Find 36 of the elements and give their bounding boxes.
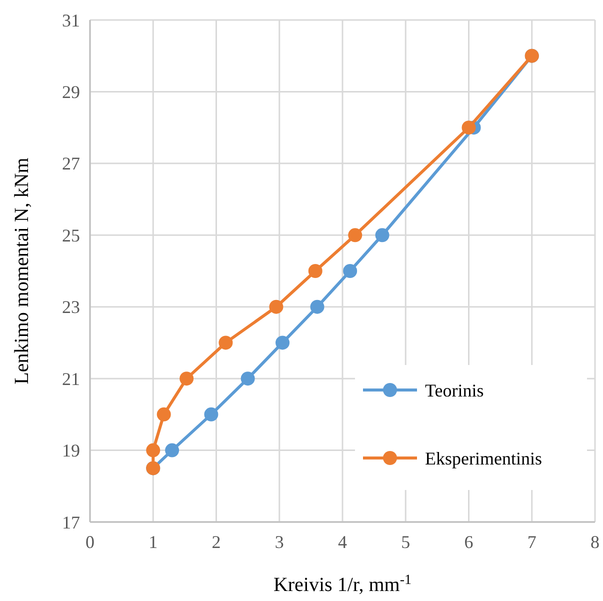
point	[240, 372, 255, 386]
point	[462, 120, 476, 135]
y-tick-label: 21	[62, 368, 80, 389]
x-tick-label: 5	[401, 532, 410, 552]
x-tick-label: 8	[590, 532, 600, 552]
point	[348, 228, 362, 242]
point	[269, 300, 284, 314]
x-axis-title: Kreivis 1/r, mm$^{-1}$	[273, 572, 412, 596]
y-tick-label: 23	[62, 297, 80, 318]
x-tick-label: 3	[274, 532, 284, 552]
y-tick-label: 19	[62, 440, 80, 461]
y-tick-label: 27	[62, 154, 80, 174]
y-axis-title: Lenkimo momentai N, kNm	[11, 157, 33, 384]
y-tick-label: 25	[62, 225, 80, 246]
point	[180, 372, 194, 386]
point	[146, 443, 160, 458]
point	[308, 264, 322, 278]
y-tick-label: 29	[62, 82, 80, 102]
point	[276, 336, 290, 350]
y-tick-label: 17	[62, 512, 80, 532]
x-tick-label: 7	[527, 532, 536, 552]
x-tick-label: 0	[86, 532, 94, 552]
point	[165, 443, 180, 458]
x-tick-label: 1	[148, 532, 158, 552]
point	[156, 407, 171, 422]
x-tick-label: 4	[338, 532, 347, 552]
point	[310, 300, 324, 314]
legend-label: Eksperimentinis	[425, 448, 542, 468]
point	[343, 264, 358, 278]
point	[375, 228, 390, 242]
point	[204, 407, 218, 422]
y-tick-label: 31	[62, 10, 80, 30]
x-tick-label: 2	[212, 532, 221, 552]
legend-label: Teorinis	[425, 380, 484, 400]
x-tick-label: 6	[464, 532, 474, 552]
point	[218, 336, 233, 350]
